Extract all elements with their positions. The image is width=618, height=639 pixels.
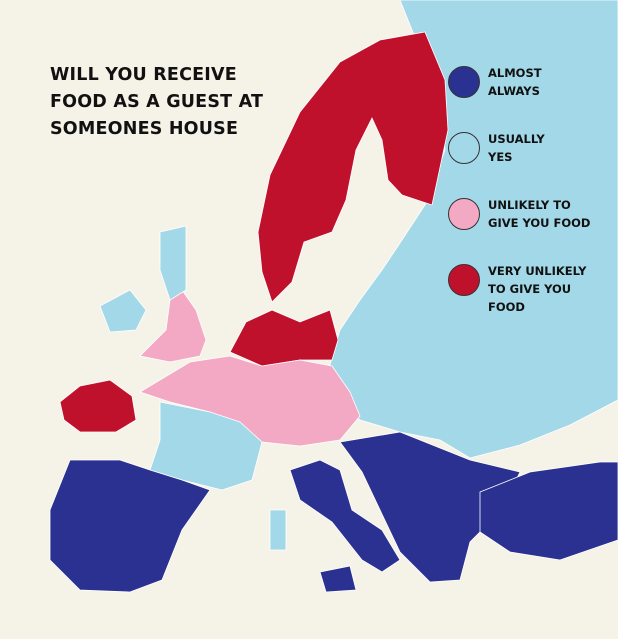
legend-label: USUALLY YES [488, 132, 545, 164]
title-line-1: WILL YOU RECEIVE [50, 65, 237, 85]
region-sardinia [269, 509, 287, 551]
legend-swatch [448, 132, 480, 164]
region-balkans-and-greece [339, 431, 521, 583]
legend-label: VERY UNLIKELY TO GIVE YOU FOOD [488, 264, 587, 314]
region-ireland [99, 289, 147, 333]
region-turkey [479, 461, 618, 561]
region-scotland [159, 225, 187, 301]
region-sicily [319, 565, 357, 593]
legend-swatch [448, 264, 480, 296]
region-southern-france [149, 401, 263, 491]
title-line-3: SOMEONES HOUSE [50, 119, 239, 139]
legend-label: UNLIKELY TO GIVE YOU FOOD [488, 198, 591, 230]
region-italy [289, 459, 401, 573]
map-title: WILL YOU RECEIVE FOOD AS A GUEST AT SOME… [50, 62, 263, 143]
region-england-and-wales [139, 289, 207, 363]
legend-swatch [448, 66, 480, 98]
title-line-2: FOOD AS A GUEST AT [50, 92, 264, 112]
region-iceland [59, 379, 137, 433]
region-germany-poland-and-denmark [229, 309, 339, 367]
legend-swatch [448, 198, 480, 230]
region-scandinavia-and-finland [257, 31, 449, 303]
region-iberia [49, 459, 211, 593]
legend-label: ALMOST ALWAYS [488, 66, 542, 98]
